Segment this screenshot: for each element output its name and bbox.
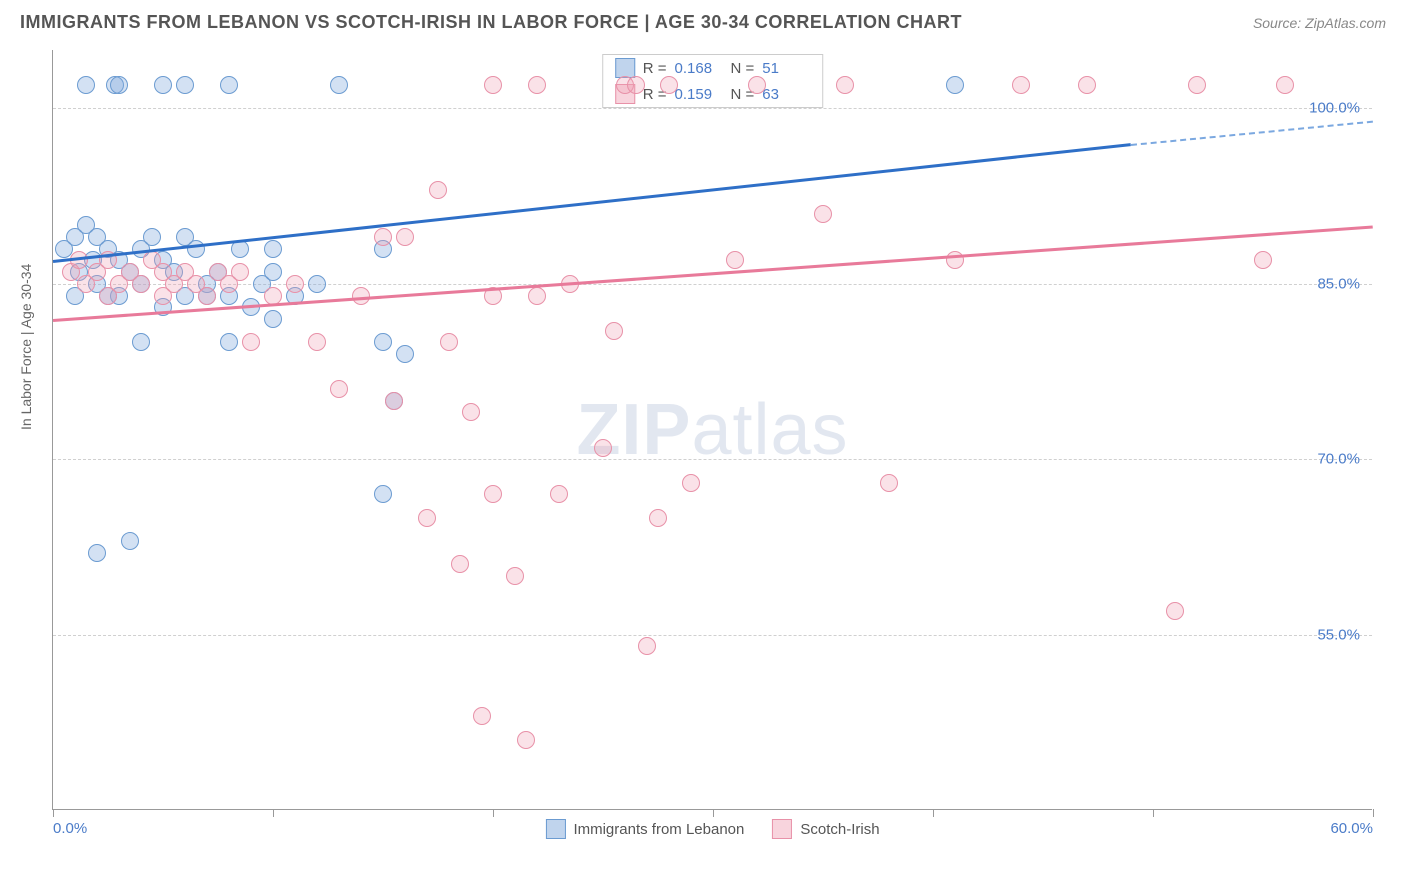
- y-tick-label: 70.0%: [1317, 451, 1360, 468]
- scatter-point: [374, 485, 392, 503]
- x-tick: [1373, 809, 1374, 817]
- header: IMMIGRANTS FROM LEBANON VS SCOTCH-IRISH …: [0, 0, 1406, 41]
- scatter-point: [638, 637, 656, 655]
- scatter-point: [627, 76, 645, 94]
- scatter-point: [143, 228, 161, 246]
- scatter-point: [440, 333, 458, 351]
- scatter-point: [352, 287, 370, 305]
- scatter-point: [726, 251, 744, 269]
- scatter-point: [1078, 76, 1096, 94]
- x-tick: [273, 809, 274, 817]
- scatter-point: [880, 474, 898, 492]
- chart-title: IMMIGRANTS FROM LEBANON VS SCOTCH-IRISH …: [20, 12, 962, 33]
- scatter-point: [517, 731, 535, 749]
- scatter-point: [374, 333, 392, 351]
- scatter-point: [660, 76, 678, 94]
- scatter-point: [264, 263, 282, 281]
- scatter-point: [121, 532, 139, 550]
- scatter-point: [484, 485, 502, 503]
- scatter-point: [418, 509, 436, 527]
- x-tick-label: 60.0%: [1330, 820, 1373, 837]
- scatter-point: [330, 380, 348, 398]
- x-tick: [933, 809, 934, 817]
- scatter-point: [506, 567, 524, 585]
- y-tick-label: 55.0%: [1317, 626, 1360, 643]
- x-tick: [493, 809, 494, 817]
- scatter-point: [1166, 602, 1184, 620]
- y-axis-label: In Labor Force | Age 30-34: [18, 264, 34, 430]
- y-tick-label: 100.0%: [1309, 100, 1360, 117]
- scatter-point: [176, 76, 194, 94]
- scatter-point: [264, 287, 282, 305]
- scatter-point: [451, 555, 469, 573]
- series-legend: Immigrants from Lebanon Scotch-Irish: [545, 819, 879, 839]
- scatter-point: [264, 240, 282, 258]
- scatter-point: [748, 76, 766, 94]
- scatter-point: [814, 205, 832, 223]
- y-tick-label: 85.0%: [1317, 275, 1360, 292]
- trend-line: [53, 144, 1131, 263]
- scatter-point: [385, 392, 403, 410]
- scatter-point: [220, 76, 238, 94]
- trend-line: [1131, 120, 1373, 145]
- scatter-point: [682, 474, 700, 492]
- scatter-point: [1012, 76, 1030, 94]
- watermark: ZIPatlas: [576, 389, 848, 471]
- scatter-point: [286, 275, 304, 293]
- scatter-point: [242, 333, 260, 351]
- scatter-point: [396, 228, 414, 246]
- scatter-point: [132, 275, 150, 293]
- scatter-point: [187, 240, 205, 258]
- chart-plot-area: ZIPatlas R = 0.168 N = 51 R = 0.159 N = …: [52, 50, 1372, 810]
- scatter-point: [88, 544, 106, 562]
- scatter-point: [308, 275, 326, 293]
- scatter-point: [1188, 76, 1206, 94]
- scatter-point: [649, 509, 667, 527]
- scatter-point: [550, 485, 568, 503]
- scatter-point: [231, 263, 249, 281]
- scatter-point: [132, 333, 150, 351]
- scatter-point: [77, 76, 95, 94]
- gridline-horizontal: [53, 108, 1372, 109]
- scatter-point: [1276, 76, 1294, 94]
- scatter-point: [110, 76, 128, 94]
- x-tick: [713, 809, 714, 817]
- scatter-point: [198, 287, 216, 305]
- source-attribution: Source: ZipAtlas.com: [1253, 15, 1386, 31]
- scatter-point: [330, 76, 348, 94]
- legend-swatch-blue: [615, 58, 635, 78]
- gridline-horizontal: [53, 459, 1372, 460]
- scatter-point: [528, 287, 546, 305]
- scatter-point: [429, 181, 447, 199]
- legend-swatch-pink-icon: [772, 819, 792, 839]
- scatter-point: [594, 439, 612, 457]
- legend-item-lebanon: Immigrants from Lebanon: [545, 819, 744, 839]
- scatter-point: [462, 403, 480, 421]
- scatter-point: [1254, 251, 1272, 269]
- scatter-point: [374, 228, 392, 246]
- scatter-point: [605, 322, 623, 340]
- scatter-point: [836, 76, 854, 94]
- legend-item-scotch-irish: Scotch-Irish: [772, 819, 879, 839]
- scatter-point: [308, 333, 326, 351]
- scatter-point: [473, 707, 491, 725]
- gridline-horizontal: [53, 635, 1372, 636]
- scatter-point: [154, 76, 172, 94]
- gridline-horizontal: [53, 284, 1372, 285]
- scatter-point: [946, 76, 964, 94]
- x-tick: [53, 809, 54, 817]
- scatter-point: [264, 310, 282, 328]
- scatter-point: [396, 345, 414, 363]
- scatter-point: [220, 333, 238, 351]
- legend-swatch-blue-icon: [545, 819, 565, 839]
- scatter-point: [528, 76, 546, 94]
- x-tick-label: 0.0%: [53, 820, 87, 837]
- scatter-point: [484, 76, 502, 94]
- scatter-point: [70, 251, 88, 269]
- x-tick: [1153, 809, 1154, 817]
